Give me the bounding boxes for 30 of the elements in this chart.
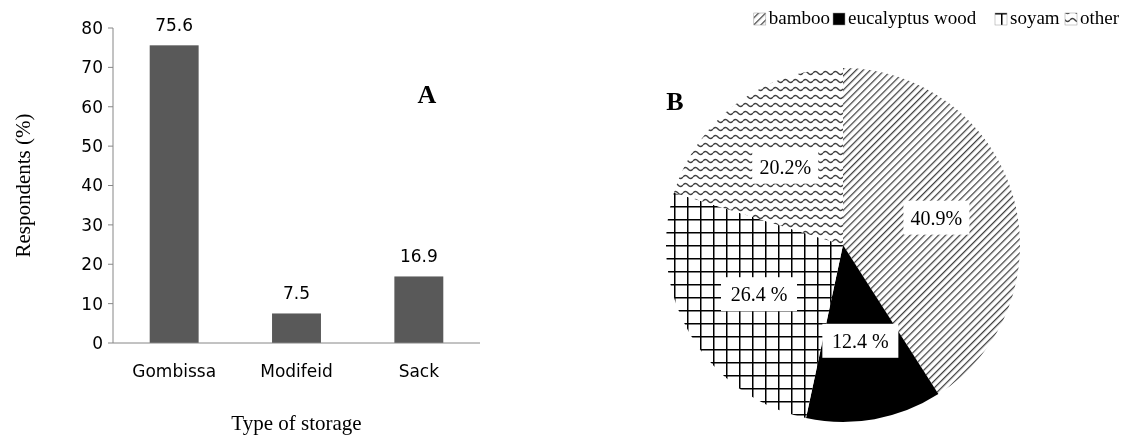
x-axis-title: Type of storage <box>231 411 362 435</box>
x-tick-label: Gombissa <box>132 361 217 381</box>
y-tick-label: 40 <box>81 175 103 196</box>
data-label: 20.2% <box>759 155 812 178</box>
bar <box>149 45 199 343</box>
data-label: 75.6 <box>155 15 194 36</box>
x-tick-label: Modifeid <box>260 361 333 381</box>
bar <box>394 276 444 343</box>
data-label: 26.4 % <box>730 283 788 306</box>
data-label: 40.9% <box>910 206 963 229</box>
legend-label: soyam <box>1010 7 1060 28</box>
legend-label: bamboo <box>768 7 831 28</box>
y-axis-title: Respondents (%) <box>11 113 35 258</box>
y-tick-label: 50 <box>81 136 103 157</box>
bar <box>272 313 321 343</box>
text: B <box>666 87 684 116</box>
y-tick-label: 70 <box>81 57 103 78</box>
y-tick-label: 10 <box>81 293 103 314</box>
y-tick-label: 60 <box>81 96 103 117</box>
y-tick-label: 30 <box>81 214 103 235</box>
legend-label: other <box>1080 7 1120 28</box>
data-label: 16.9 <box>399 246 438 267</box>
x-tick-label: Sack <box>398 361 440 381</box>
data-label: 12.4 % <box>832 329 889 352</box>
legend-label: eucalyptus wood <box>848 7 977 28</box>
data-label: 7.5 <box>282 283 311 304</box>
y-tick-label: 20 <box>81 254 103 275</box>
text: A <box>417 80 437 109</box>
y-tick-label: 0 <box>92 332 103 353</box>
y-tick-label: 80 <box>81 17 103 38</box>
